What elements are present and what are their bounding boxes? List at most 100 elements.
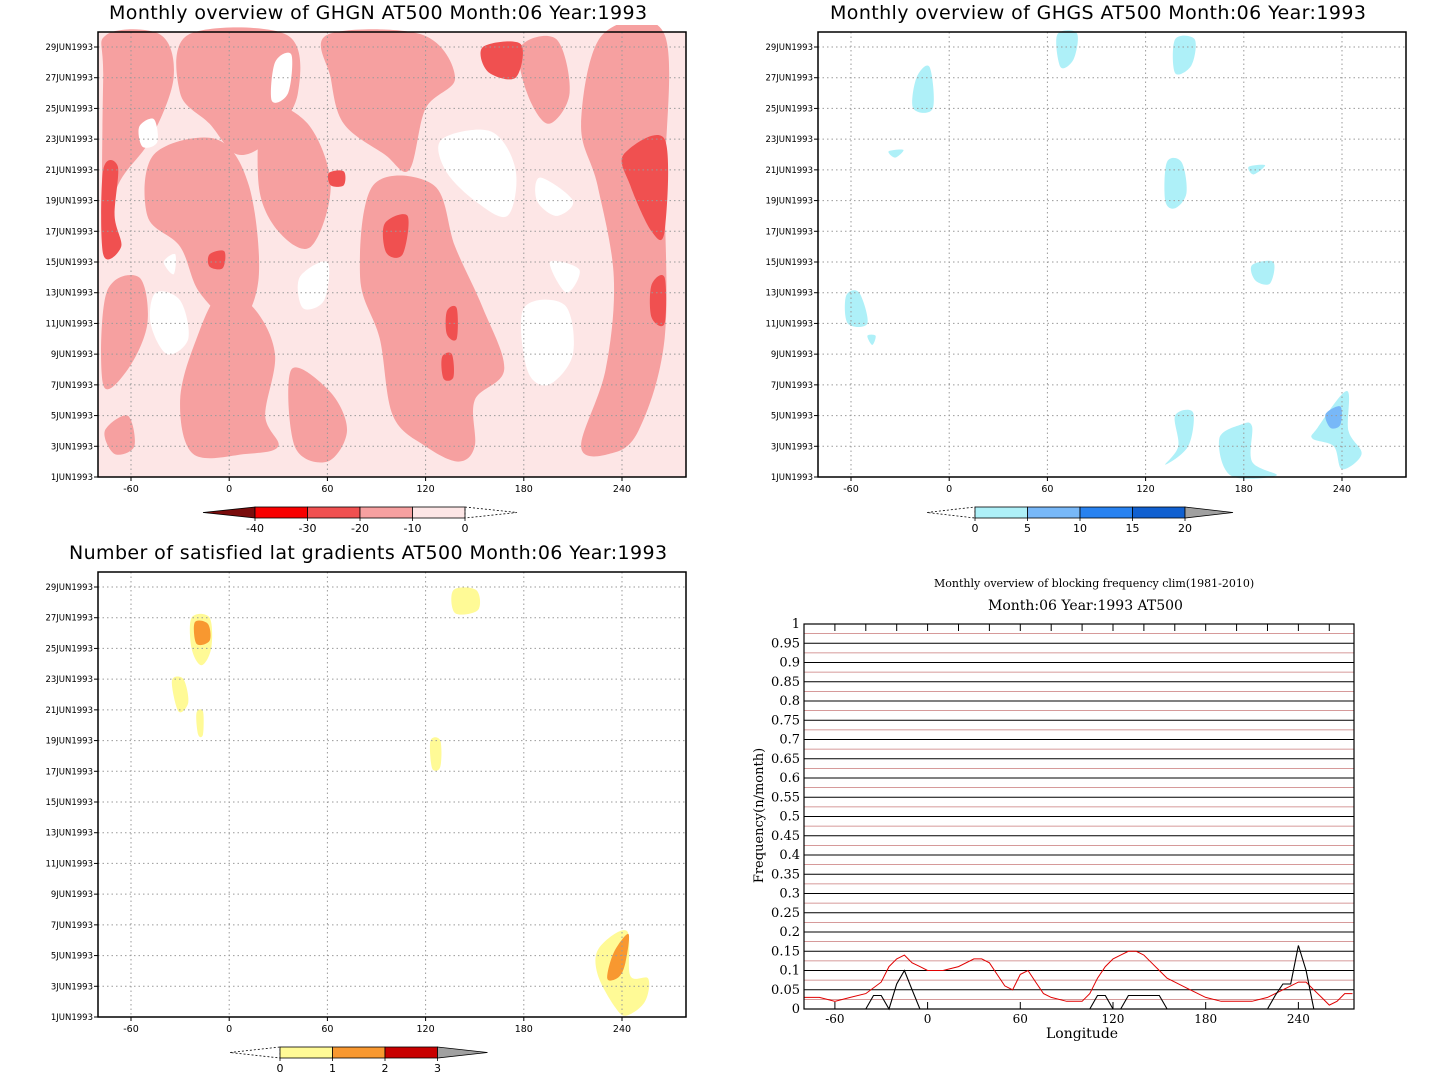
colorbar-arrow-left [229, 1046, 281, 1059]
y-tick-label: 5JUN1993 [51, 412, 93, 422]
colorbar-label: -20 [351, 522, 369, 535]
x-tick-label: 0 [226, 484, 232, 495]
y-tick-label: 13JUN1993 [45, 289, 93, 299]
y-tick-label: 0.25 [771, 906, 800, 921]
y-tick-label: 7JUN1993 [771, 381, 813, 391]
grad-region-yellow [196, 709, 204, 738]
y-tick-label: 3JUN1993 [51, 442, 93, 452]
colorbar-arrow-right [437, 1046, 488, 1059]
y-tick-label: 0.15 [771, 944, 800, 959]
y-tick-label: 9JUN1993 [51, 890, 93, 900]
ghgs-region-light [844, 290, 868, 328]
y-tick-label: 25JUN1993 [45, 644, 93, 654]
ghgn-region-white [520, 299, 574, 386]
y-tick-label: 11JUN1993 [45, 319, 93, 329]
colorbar-segment [384, 1046, 438, 1059]
x-tick-label: 120 [1102, 1012, 1125, 1026]
ghgn-region-white [535, 177, 574, 216]
ghgn-region-mid [257, 104, 331, 249]
colorbar-segment [332, 1046, 386, 1059]
y-tick-label: 0.1 [779, 964, 800, 979]
ghgn-region-mid [101, 275, 148, 390]
colorbar-label: 10 [1073, 522, 1087, 535]
y-tick-label: 23JUN1993 [45, 675, 93, 685]
x-tick-label: 0 [226, 1024, 232, 1035]
x-tick-label: -60 [825, 1012, 844, 1026]
y-tick-label: 19JUN1993 [45, 197, 93, 207]
ghgn-region-strong [207, 250, 226, 270]
colorbar-label: -30 [299, 522, 317, 535]
ghgs-region-light [1248, 164, 1266, 175]
freq-ylabel: Frequency(n/month) [752, 747, 768, 884]
colorbar-segment [1027, 506, 1081, 519]
grad-region-yellow [429, 737, 442, 771]
x-tick-label: 120 [417, 484, 435, 495]
climatology-line [804, 950, 1353, 1006]
y-tick-label: 11JUN1993 [765, 319, 813, 329]
y-tick-label: 23JUN1993 [765, 135, 813, 145]
colorbar-segment [1132, 506, 1186, 519]
ghgn-region-white [138, 118, 158, 148]
x-tick-label: 60 [1041, 484, 1053, 495]
ghgn-map: -60 0 60 120 180 240 1JUN1993 3JUN1993 5JUN1993 7… [45, 25, 687, 495]
grad-colorbar: 0 1 2 3 [229, 1046, 488, 1075]
ghgn-region-mid [320, 29, 456, 172]
y-tick-label: 0.75 [771, 713, 800, 728]
y-tick-label: 23JUN1993 [45, 135, 93, 145]
colorbar-label: 15 [1126, 522, 1140, 535]
colorbar-label: 5 [1024, 522, 1031, 535]
y-tick-label: 15JUN1993 [45, 258, 93, 268]
y-tick-label: 15JUN1993 [765, 258, 813, 268]
x-tick-label: 0 [946, 484, 952, 495]
y-tick-label: 25JUN1993 [765, 104, 813, 114]
y-tick-label: 15JUN1993 [45, 798, 93, 808]
ghgn-region-mid [288, 367, 348, 463]
y-tick-label: 0.7 [779, 733, 800, 748]
colorbar-arrow-right [1184, 506, 1234, 519]
y-tick-label: 21JUN1993 [45, 166, 93, 176]
y-tick-label: 29JUN1993 [765, 43, 813, 53]
y-tick-label: 21JUN1993 [45, 706, 93, 716]
ghgn-region-strong [101, 159, 122, 260]
colorbar-label: 3 [434, 1062, 441, 1075]
ghgs-region-light [1164, 157, 1187, 209]
y-tick-label: 5JUN1993 [771, 412, 813, 422]
colorbar-segment [974, 506, 1028, 519]
colorbar-segment [359, 506, 413, 519]
x-tick-label: 0 [924, 1012, 932, 1026]
ghgs-background [818, 32, 1406, 477]
y-tick-label: 0.8 [779, 694, 800, 709]
y-tick-label: 13JUN1993 [45, 829, 93, 839]
ghgs-region-light [867, 334, 876, 345]
plot-frame [97, 31, 687, 478]
colorbar-label: 1 [329, 1062, 336, 1075]
y-tick-label: 17JUN1993 [765, 227, 813, 237]
ghgn-region-white [438, 129, 517, 218]
y-tick-label: 1JUN1993 [51, 1013, 93, 1023]
ghgn-colorbar: -40 -30 -20 -10 0 [202, 506, 518, 535]
ghgn-region-mid [581, 25, 670, 457]
y-tick-label: 11JUN1993 [45, 859, 93, 869]
colorbar-segment [412, 506, 466, 519]
freq-title: Monthly overview of blocking frequency c… [934, 577, 1255, 590]
y-tick-label: 19JUN1993 [765, 197, 813, 207]
ghgn-region-strong [480, 41, 523, 80]
colorbar-segment [1079, 506, 1133, 519]
ghgn-region-strong [621, 134, 669, 241]
ghgn-region-white [270, 52, 293, 103]
y-tick-label: 17JUN1993 [45, 227, 93, 237]
ghgs-region-light [1250, 260, 1275, 285]
x-tick-label: 60 [321, 1024, 333, 1035]
y-tick-label: 27JUN1993 [45, 74, 93, 84]
ghgn-region-white [549, 260, 580, 293]
y-tick-label: 0.55 [771, 790, 800, 805]
x-tick-label: 120 [1137, 484, 1155, 495]
colorbar-segment [279, 1046, 333, 1059]
y-tick-label: 0.2 [779, 925, 800, 940]
y-tick-label: 9JUN1993 [51, 350, 93, 360]
grad-region-orange [607, 933, 630, 981]
ghgn-region-strong [441, 352, 455, 381]
x-tick-label: 240 [1287, 1012, 1310, 1026]
y-tick-label: 3JUN1993 [771, 442, 813, 452]
y-tick-label: 0.4 [779, 848, 800, 863]
